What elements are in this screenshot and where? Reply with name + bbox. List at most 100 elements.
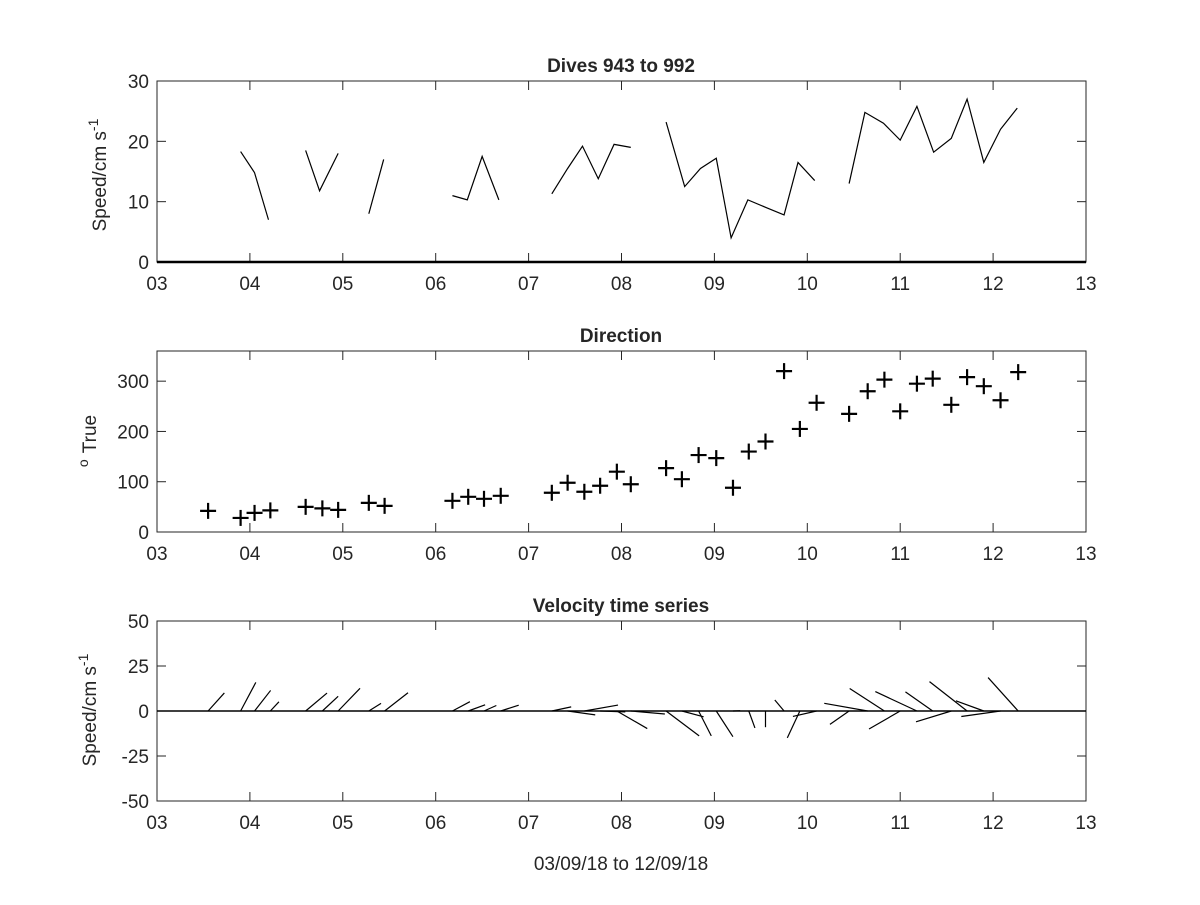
speed-x-tick-label: 06 <box>425 274 446 295</box>
direction-data-point <box>876 372 892 388</box>
speed-series-line <box>849 99 1017 183</box>
velocity-y-tick-label: 0 <box>138 702 149 723</box>
velocity-velocity-stick <box>241 682 256 711</box>
speed-series-line <box>452 156 498 199</box>
velocity-y-tick-label: 50 <box>128 612 149 633</box>
velocity-chart-title: Velocity time series <box>533 596 709 617</box>
direction-data-point <box>691 447 707 463</box>
direction-data-point <box>444 493 460 509</box>
direction-data-point <box>623 476 639 492</box>
speed-y-tick-label: 30 <box>128 72 149 93</box>
direction-data-point <box>976 378 992 394</box>
direction-data-point <box>314 500 330 516</box>
direction-data-point <box>925 371 941 387</box>
direction-data-point <box>200 503 216 519</box>
velocity-x-tick-label: 13 <box>1075 813 1096 834</box>
velocity-x-tick-label: 11 <box>890 813 910 834</box>
speed-y-axis-label-exponent: -1 <box>85 118 101 131</box>
velocity-x-tick-label: 04 <box>239 813 261 834</box>
direction-x-tick-label: 11 <box>890 544 910 565</box>
speed-x-tick-label: 09 <box>704 274 725 295</box>
velocity-velocity-stick <box>775 700 784 711</box>
velocity-y-axis-label-text: Speed/cm s <box>80 666 101 766</box>
direction-x-tick-label: 08 <box>611 544 632 565</box>
velocity-velocity-stick <box>617 711 647 729</box>
direction-data-point <box>262 502 278 518</box>
speed-chart-title: Dives 943 to 992 <box>547 56 695 77</box>
velocity-x-tick-label: 08 <box>611 813 632 834</box>
velocity-x-tick-label: 06 <box>425 813 446 834</box>
direction-axes-box <box>157 351 1086 532</box>
direction-data-point <box>892 403 908 419</box>
velocity-x-axis-label: 03/09/18 to 12/09/18 <box>534 854 708 875</box>
direction-data-point <box>377 498 393 514</box>
velocity-y-tick-label: -50 <box>122 792 149 813</box>
velocity-velocity-stick <box>584 705 618 711</box>
velocity-velocity-stick <box>961 711 1000 717</box>
direction-data-point <box>943 397 959 413</box>
velocity-velocity-stick <box>322 696 338 711</box>
velocity-velocity-stick <box>869 711 900 729</box>
velocity-velocity-stick <box>255 690 271 711</box>
direction-data-point <box>476 491 492 507</box>
direction-y-tick-label: 300 <box>117 372 149 393</box>
speed-y-tick-label: 20 <box>128 132 149 153</box>
velocity-velocity-stick <box>699 711 712 736</box>
speed-x-tick-label: 10 <box>797 274 818 295</box>
direction-data-point <box>993 392 1009 408</box>
direction-y-axis-label: oTrue <box>75 415 101 467</box>
speed-y-axis-label-text: Speed/cm s <box>90 131 111 231</box>
direction-data-point <box>909 376 925 392</box>
speed-y-tick-label: 0 <box>138 253 149 274</box>
speed-axes-box <box>157 81 1086 262</box>
velocity-velocity-stick <box>501 705 519 711</box>
direction-data-point <box>460 489 476 505</box>
velocity-velocity-stick <box>929 682 967 711</box>
speed-series-line <box>241 152 269 220</box>
speed-series-line <box>552 144 631 193</box>
velocity-x-tick-label: 03 <box>146 813 167 834</box>
direction-data-point <box>609 464 625 480</box>
direction-x-tick-label: 10 <box>797 544 818 565</box>
direction-data-point <box>247 505 263 521</box>
speed-y-tick-label: 10 <box>128 193 149 214</box>
velocity-velocity-stick <box>830 711 849 724</box>
direction-data-point <box>576 484 592 500</box>
velocity-x-tick-label: 10 <box>797 813 818 834</box>
speed-x-tick-label: 03 <box>146 274 167 295</box>
direction-data-point <box>959 369 975 385</box>
direction-x-tick-label: 09 <box>704 544 725 565</box>
direction-y-tick-label: 100 <box>117 473 149 494</box>
speed-x-tick-label: 07 <box>518 274 539 295</box>
direction-data-point <box>725 480 741 496</box>
direction-data-point <box>1010 364 1026 380</box>
direction-data-point <box>776 363 792 379</box>
direction-data-point <box>841 406 857 422</box>
direction-data-point <box>860 383 876 399</box>
velocity-velocity-stick <box>338 688 360 711</box>
direction-data-point <box>674 471 690 487</box>
velocity-y-axis-label-exponent: -1 <box>75 653 91 666</box>
direction-data-point <box>233 510 249 526</box>
direction-y-tick-label: 200 <box>117 422 149 443</box>
speed-y-axis-label: Speed/cm s-1 <box>85 118 111 231</box>
direction-data-point <box>658 460 674 476</box>
direction-x-tick-label: 03 <box>146 544 167 565</box>
velocity-y-tick-label: 25 <box>128 657 149 678</box>
speed-x-tick-label: 05 <box>332 274 353 295</box>
velocity-velocity-stick <box>749 711 755 728</box>
velocity-velocity-stick <box>484 706 496 711</box>
velocity-velocity-stick <box>824 703 867 711</box>
speed-x-tick-label: 08 <box>611 274 632 295</box>
direction-x-tick-label: 07 <box>518 544 539 565</box>
velocity-y-axis-label: Speed/cm s-1 <box>75 653 101 766</box>
speed-series-line <box>306 150 339 190</box>
speed-x-tick-label: 13 <box>1075 274 1096 295</box>
direction-data-point <box>809 395 825 411</box>
velocity-velocity-stick <box>793 711 817 716</box>
velocity-x-tick-label: 12 <box>983 813 1004 834</box>
direction-chart-title: Direction <box>580 326 662 347</box>
